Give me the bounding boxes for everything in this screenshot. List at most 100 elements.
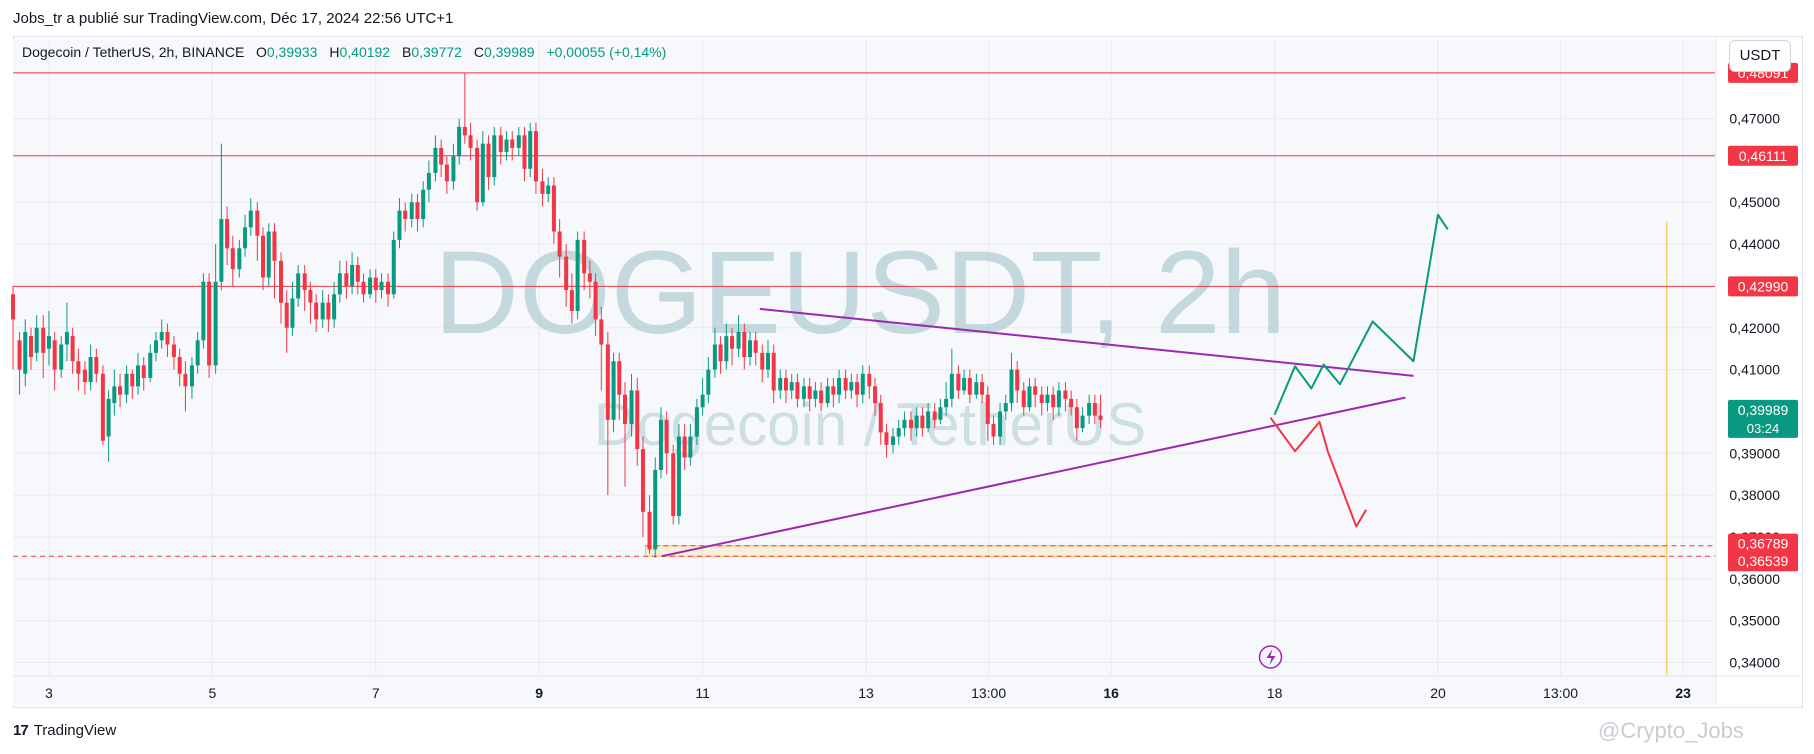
candle-body [967,377,972,395]
candle-body [397,210,402,240]
candle [622,382,628,487]
candle-body [622,394,628,424]
close-value: 0,39989 [483,44,535,60]
candle-body [290,298,295,328]
candle [17,331,22,395]
candle-body [510,139,515,148]
lightning-icon[interactable] [1258,645,1283,669]
candle-body [100,373,105,441]
high-value: 0,40192 [339,44,391,60]
candle-body [551,185,556,232]
candle-body [688,436,693,458]
support-price-badge-bg [1728,533,1798,554]
candle-body [118,386,123,395]
candle [1092,394,1097,424]
candle [564,244,569,307]
time-tick-label: 13 [858,685,874,701]
credit-watermark: @Crypto_Jobs [1598,718,1744,743]
candle [629,373,634,437]
candle-body [373,277,378,291]
candle [540,168,545,207]
candle-countdown: 03:24 [1747,421,1780,436]
candle [504,131,509,161]
candle-body [498,135,503,153]
candle [355,256,360,295]
candle-body [1092,403,1097,416]
candle [593,273,598,337]
candle [611,352,616,433]
candle [308,281,313,324]
candle [279,252,284,324]
candle-body [279,260,284,303]
candle-body [932,411,937,420]
candle-body [284,302,289,328]
symbol-legend: Dogecoin / TetherUS, 2h, BINANCE O0,3993… [22,44,674,60]
candle [860,365,865,404]
candle-body [302,273,307,291]
candle-body [1021,390,1026,408]
time-tick-label: 23 [1675,685,1691,701]
triangle-upper-trendline[interactable] [759,307,1414,377]
candle-body [891,436,896,445]
candle [730,327,735,366]
candle [326,294,331,332]
candle [201,273,206,349]
candle-body [873,386,878,404]
price-tick-label: 0,44000 [1729,236,1780,252]
candle-body [724,336,729,362]
candle [444,156,449,194]
candle-body [1015,369,1020,391]
candle [136,352,141,395]
support-zone[interactable] [644,545,1668,557]
candle-body [914,415,919,429]
symbol-name: Dogecoin / TetherUS, 2h, BINANCE [22,44,245,60]
time-tick-label: 13:00 [971,685,1006,701]
candle [23,319,28,387]
candle [475,139,480,211]
candle-body [962,377,967,391]
candle [141,357,146,391]
candle-body [189,365,194,387]
candle [433,135,438,182]
tradingview-logo[interactable]: 17 TradingView [13,722,116,739]
candle-body [59,344,64,370]
candle [557,218,562,278]
candle-body [165,331,170,345]
candle [272,223,277,299]
candle [373,269,378,303]
price-tick-label: 0,45000 [1729,194,1780,210]
candle [653,457,658,558]
candle-body [920,415,925,429]
candle-body [94,357,99,374]
candle-body [112,386,117,404]
candle [296,265,301,307]
candle-body [789,382,794,391]
candle-body [64,331,69,345]
candle-body [124,373,129,395]
candle-body [748,340,753,358]
candle [956,365,961,399]
bullish-projection-path[interactable] [1273,213,1449,416]
triangle-lower-trendline[interactable] [661,396,1406,558]
candle [159,319,164,349]
bearish-projection-path[interactable] [1269,417,1367,528]
price-tick-label: 0,41000 [1729,362,1780,378]
current-price-label: 0,39989 [1738,402,1789,418]
candle [896,419,901,445]
candle [783,369,788,404]
low-value: 0,39772 [411,44,462,60]
candle-body [88,357,93,383]
candle [397,198,402,249]
currency-button[interactable]: USDT [1729,40,1791,72]
candle-body [1069,398,1074,408]
candle-body [439,147,444,165]
candle [70,327,75,374]
candle [165,323,170,358]
candle-body [998,411,1003,437]
time-tick-label: 9 [535,685,543,701]
candle [533,122,538,194]
candle [1069,390,1074,416]
candle-body [159,331,164,341]
candle-body [569,290,574,312]
